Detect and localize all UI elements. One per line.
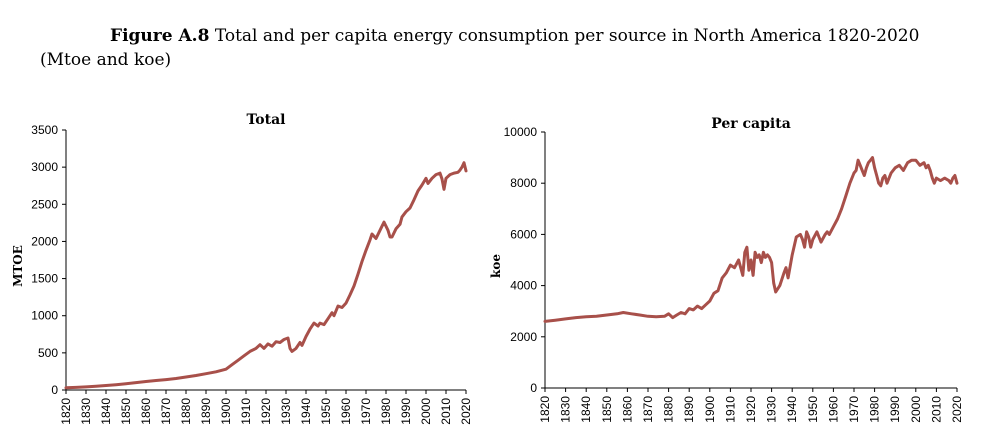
x-tick-label: 1920 (259, 398, 273, 425)
x-tick-label: 2000 (909, 396, 923, 423)
y-tick-label: 0 (530, 381, 537, 395)
x-tick-label: 1820 (538, 396, 552, 423)
y-tick-label: 0 (51, 383, 58, 397)
x-tick-label: 2020 (950, 396, 964, 423)
x-tick-label: 1860 (139, 398, 153, 425)
x-tick-label: 1930 (279, 398, 293, 425)
x-tick-label: 1870 (641, 396, 655, 423)
x-tick-label: 1850 (600, 396, 614, 423)
x-tick-label: 1880 (662, 396, 676, 423)
x-tick-label: 1910 (723, 396, 737, 423)
chart-title: Per capita (711, 116, 791, 132)
x-tick-label: 1920 (744, 396, 758, 423)
x-tick-label: 1880 (179, 398, 193, 425)
x-tick-label: 1850 (119, 398, 133, 425)
y-tick-label: 2000 (31, 234, 58, 248)
y-axis-label: koe (489, 254, 503, 278)
x-tick-label: 1900 (219, 398, 233, 425)
x-tick-label: 1870 (159, 398, 173, 425)
x-tick-label: 1890 (682, 396, 696, 423)
y-tick-label: 3000 (31, 160, 58, 174)
x-tick-label: 1890 (199, 398, 213, 425)
figure-caption: Figure A.8 Total and per capita energy c… (40, 24, 970, 72)
x-tick-label: 1930 (765, 396, 779, 423)
x-tick-label: 1950 (806, 396, 820, 423)
x-tick-label: 1940 (299, 398, 313, 425)
x-tick-label: 1980 (868, 396, 882, 423)
y-axis-label: MTOE (11, 245, 25, 287)
x-tick-label: 1970 (359, 398, 373, 425)
y-tick-label: 2500 (31, 197, 58, 211)
figure-caption-text: Total and per capita energy consumption … (214, 26, 920, 46)
x-tick-label: 1990 (399, 398, 413, 425)
y-tick-label: 8000 (510, 176, 537, 190)
x-tick-label: 1940 (785, 396, 799, 423)
y-tick-label: 1000 (31, 309, 58, 323)
x-tick-label: 2010 (439, 398, 453, 425)
x-tick-label: 2000 (419, 398, 433, 425)
x-tick-label: 1840 (579, 396, 593, 423)
y-tick-label: 500 (38, 346, 58, 360)
chart-total: 0 500 1000 1500 2000 2500 3000 3500 1820 1830 1840… (11, 112, 473, 425)
x-tick-label: 1830 (559, 396, 573, 423)
x-tick-label: 1970 (847, 396, 861, 423)
x-tick-label: 1830 (79, 398, 93, 425)
x-tick-label: 1950 (319, 398, 333, 425)
x-tick-label: 1900 (703, 396, 717, 423)
y-tick-label: 4000 (510, 279, 537, 293)
series-line (543, 156, 959, 323)
x-tick-label: 2010 (929, 396, 943, 423)
x-tick-label: 1960 (339, 398, 353, 425)
y-tick-label: 10000 (504, 125, 538, 139)
x-tick-label: 1980 (379, 398, 393, 425)
figure-label: Figure A.8 (110, 26, 210, 46)
x-tick-label: 1840 (99, 398, 113, 425)
figure-units: (Mtoe and koe) (40, 50, 172, 70)
series-line (64, 161, 468, 390)
y-tick-label: 3500 (31, 123, 58, 137)
x-tick-label: 1910 (239, 398, 253, 425)
x-tick-label: 1820 (59, 398, 73, 425)
y-tick-label: 2000 (510, 330, 537, 344)
x-tick-label: 1960 (826, 396, 840, 423)
y-tick-label: 1500 (31, 272, 58, 286)
x-tick-label: 1860 (620, 396, 634, 423)
y-tick-label: 6000 (510, 227, 537, 241)
x-tick-label: 1990 (888, 396, 902, 423)
x-tick-label: 2020 (459, 398, 473, 425)
chart-per-capita: 0 2000 4000 6000 8000 10000 1820 1830 1840 1850 18… (489, 116, 964, 423)
chart-title: Total (246, 112, 285, 128)
